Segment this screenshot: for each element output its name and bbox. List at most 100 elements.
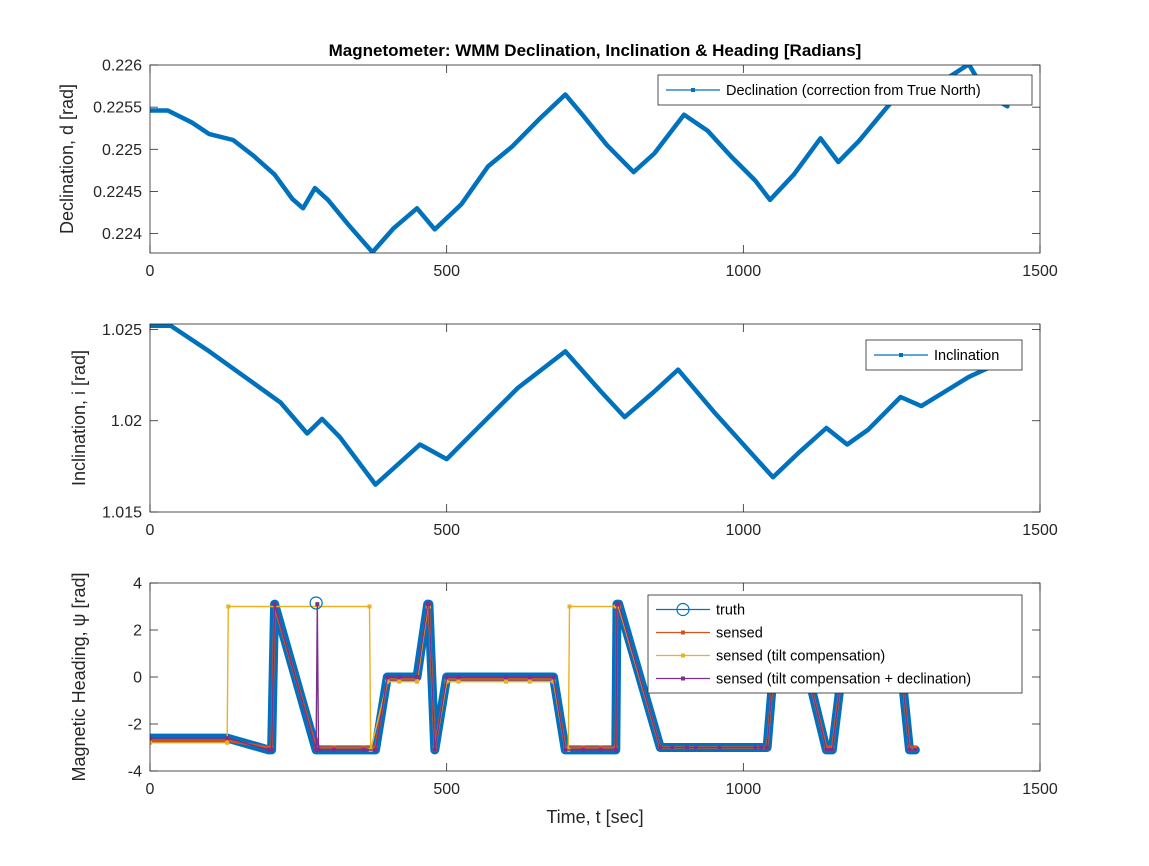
series-marker xyxy=(504,677,508,682)
y-tick-label: -4 xyxy=(128,764,142,781)
subplots: 0 500 1000 1500 0.224 0.2245 0.225 0.2255 0.226 D… xyxy=(57,58,1058,828)
series-marker xyxy=(913,747,918,752)
series-marker xyxy=(225,740,230,745)
x-tick-label: 1500 xyxy=(1022,522,1058,539)
series-marker xyxy=(385,679,390,684)
series-marker xyxy=(827,745,832,750)
series-marker xyxy=(314,747,319,752)
series-group xyxy=(150,324,1010,487)
legend: Declination (correction from True North) xyxy=(657,74,1033,106)
x-tick-label: 0 xyxy=(146,522,155,539)
series-marker xyxy=(527,679,532,684)
series-marker xyxy=(397,677,402,682)
legend-marker xyxy=(899,353,903,357)
series-marker xyxy=(504,675,508,679)
series-marker xyxy=(581,747,586,752)
series-marker xyxy=(269,747,274,752)
y-tick-label: 1.02 xyxy=(111,413,142,430)
series-marker xyxy=(753,745,758,750)
x-tick-label: 0 xyxy=(146,781,155,798)
series-marker xyxy=(913,745,918,750)
legend-marker xyxy=(691,88,695,92)
x-tick-label: 1500 xyxy=(1022,263,1058,280)
legend-marker xyxy=(681,676,685,681)
x-axis-label: Time, t [sec] xyxy=(546,807,643,827)
legend-marker xyxy=(676,602,690,617)
series-marker xyxy=(361,745,366,750)
x-tick-label: 1000 xyxy=(726,263,762,280)
series-marker xyxy=(456,679,461,684)
series-marker xyxy=(907,747,912,752)
y-tick-label: 0.2245 xyxy=(93,184,142,201)
series-marker xyxy=(150,736,152,741)
legend-label: sensed (tilt compensation + declination) xyxy=(716,672,971,688)
y-axis-label: Declination, d [rad] xyxy=(57,84,77,234)
series-marker xyxy=(581,745,586,750)
series-marker xyxy=(684,745,689,750)
series-marker xyxy=(225,736,230,741)
series-marker xyxy=(598,745,603,750)
series-marker xyxy=(426,602,431,607)
series-marker xyxy=(226,604,231,609)
series-line-1 xyxy=(150,324,1010,487)
subplot-1: 0 500 1000 1500 0.224 0.2245 0.225 0.2255 0.226 D… xyxy=(57,58,1058,281)
series-marker xyxy=(567,604,572,609)
y-tick-label: 1.025 xyxy=(102,322,142,339)
series-marker xyxy=(827,747,832,752)
x-tick-label: 1500 xyxy=(1022,781,1058,798)
series-marker xyxy=(361,747,366,752)
series-marker xyxy=(315,602,320,607)
legend-marker xyxy=(681,653,685,658)
series-marker xyxy=(717,745,722,750)
x-tick-label: 500 xyxy=(433,263,460,280)
x-tick-label: 500 xyxy=(433,781,460,798)
series-marker xyxy=(563,747,568,752)
series-marker xyxy=(693,745,698,750)
subplot-3: 0 500 1000 1500 -4 -2 0 2 4 Magnetic Heading, ψ [… xyxy=(69,573,1058,827)
series-marker xyxy=(527,677,532,682)
y-tick-label: 1.015 xyxy=(102,505,142,522)
series-marker xyxy=(266,747,271,752)
series-line-1 xyxy=(150,65,1010,253)
y-tick-label: 4 xyxy=(133,576,142,593)
legend-label: truth xyxy=(716,603,745,619)
series-marker xyxy=(373,747,378,752)
y-tick-label: 0 xyxy=(133,670,142,687)
series-marker xyxy=(551,675,556,679)
axes-box xyxy=(149,64,1041,254)
legend-box xyxy=(657,74,1033,106)
y-tick-label: 0.225 xyxy=(102,142,142,159)
y-tick-label: -2 xyxy=(128,717,142,734)
x-tick-label: 1000 xyxy=(726,522,762,539)
series-marker xyxy=(504,679,508,684)
series-marker xyxy=(759,745,764,750)
series-marker xyxy=(527,675,532,679)
series-marker xyxy=(456,675,461,679)
series-marker xyxy=(670,745,675,750)
series-marker xyxy=(266,745,271,750)
series-marker xyxy=(397,679,402,684)
series-group xyxy=(150,65,1010,253)
series-marker xyxy=(397,675,402,679)
series-marker xyxy=(331,745,336,750)
series-marker xyxy=(658,745,663,750)
x-tick-label: 1000 xyxy=(726,781,762,798)
series-marker xyxy=(272,602,277,607)
figure-title: Magnetometer: WMM Declination, Inclinati… xyxy=(329,41,862,60)
legend: truth sensed sensed (tilt compensation) sen… xyxy=(647,594,1023,694)
series-marker xyxy=(830,747,835,752)
legend-label: sensed xyxy=(716,626,763,642)
y-tick-label: 0.224 xyxy=(102,226,142,243)
x-tick-label: 500 xyxy=(433,522,460,539)
series-marker xyxy=(824,747,829,752)
x-tick-label: 0 xyxy=(146,263,155,280)
series-marker xyxy=(367,604,372,609)
axes-box xyxy=(149,323,1041,513)
series-marker xyxy=(765,745,770,750)
series-marker xyxy=(613,747,618,752)
series-marker xyxy=(150,740,152,745)
series-marker xyxy=(432,747,437,752)
series-marker xyxy=(415,675,419,679)
y-tick-label: 0.2255 xyxy=(93,100,142,117)
